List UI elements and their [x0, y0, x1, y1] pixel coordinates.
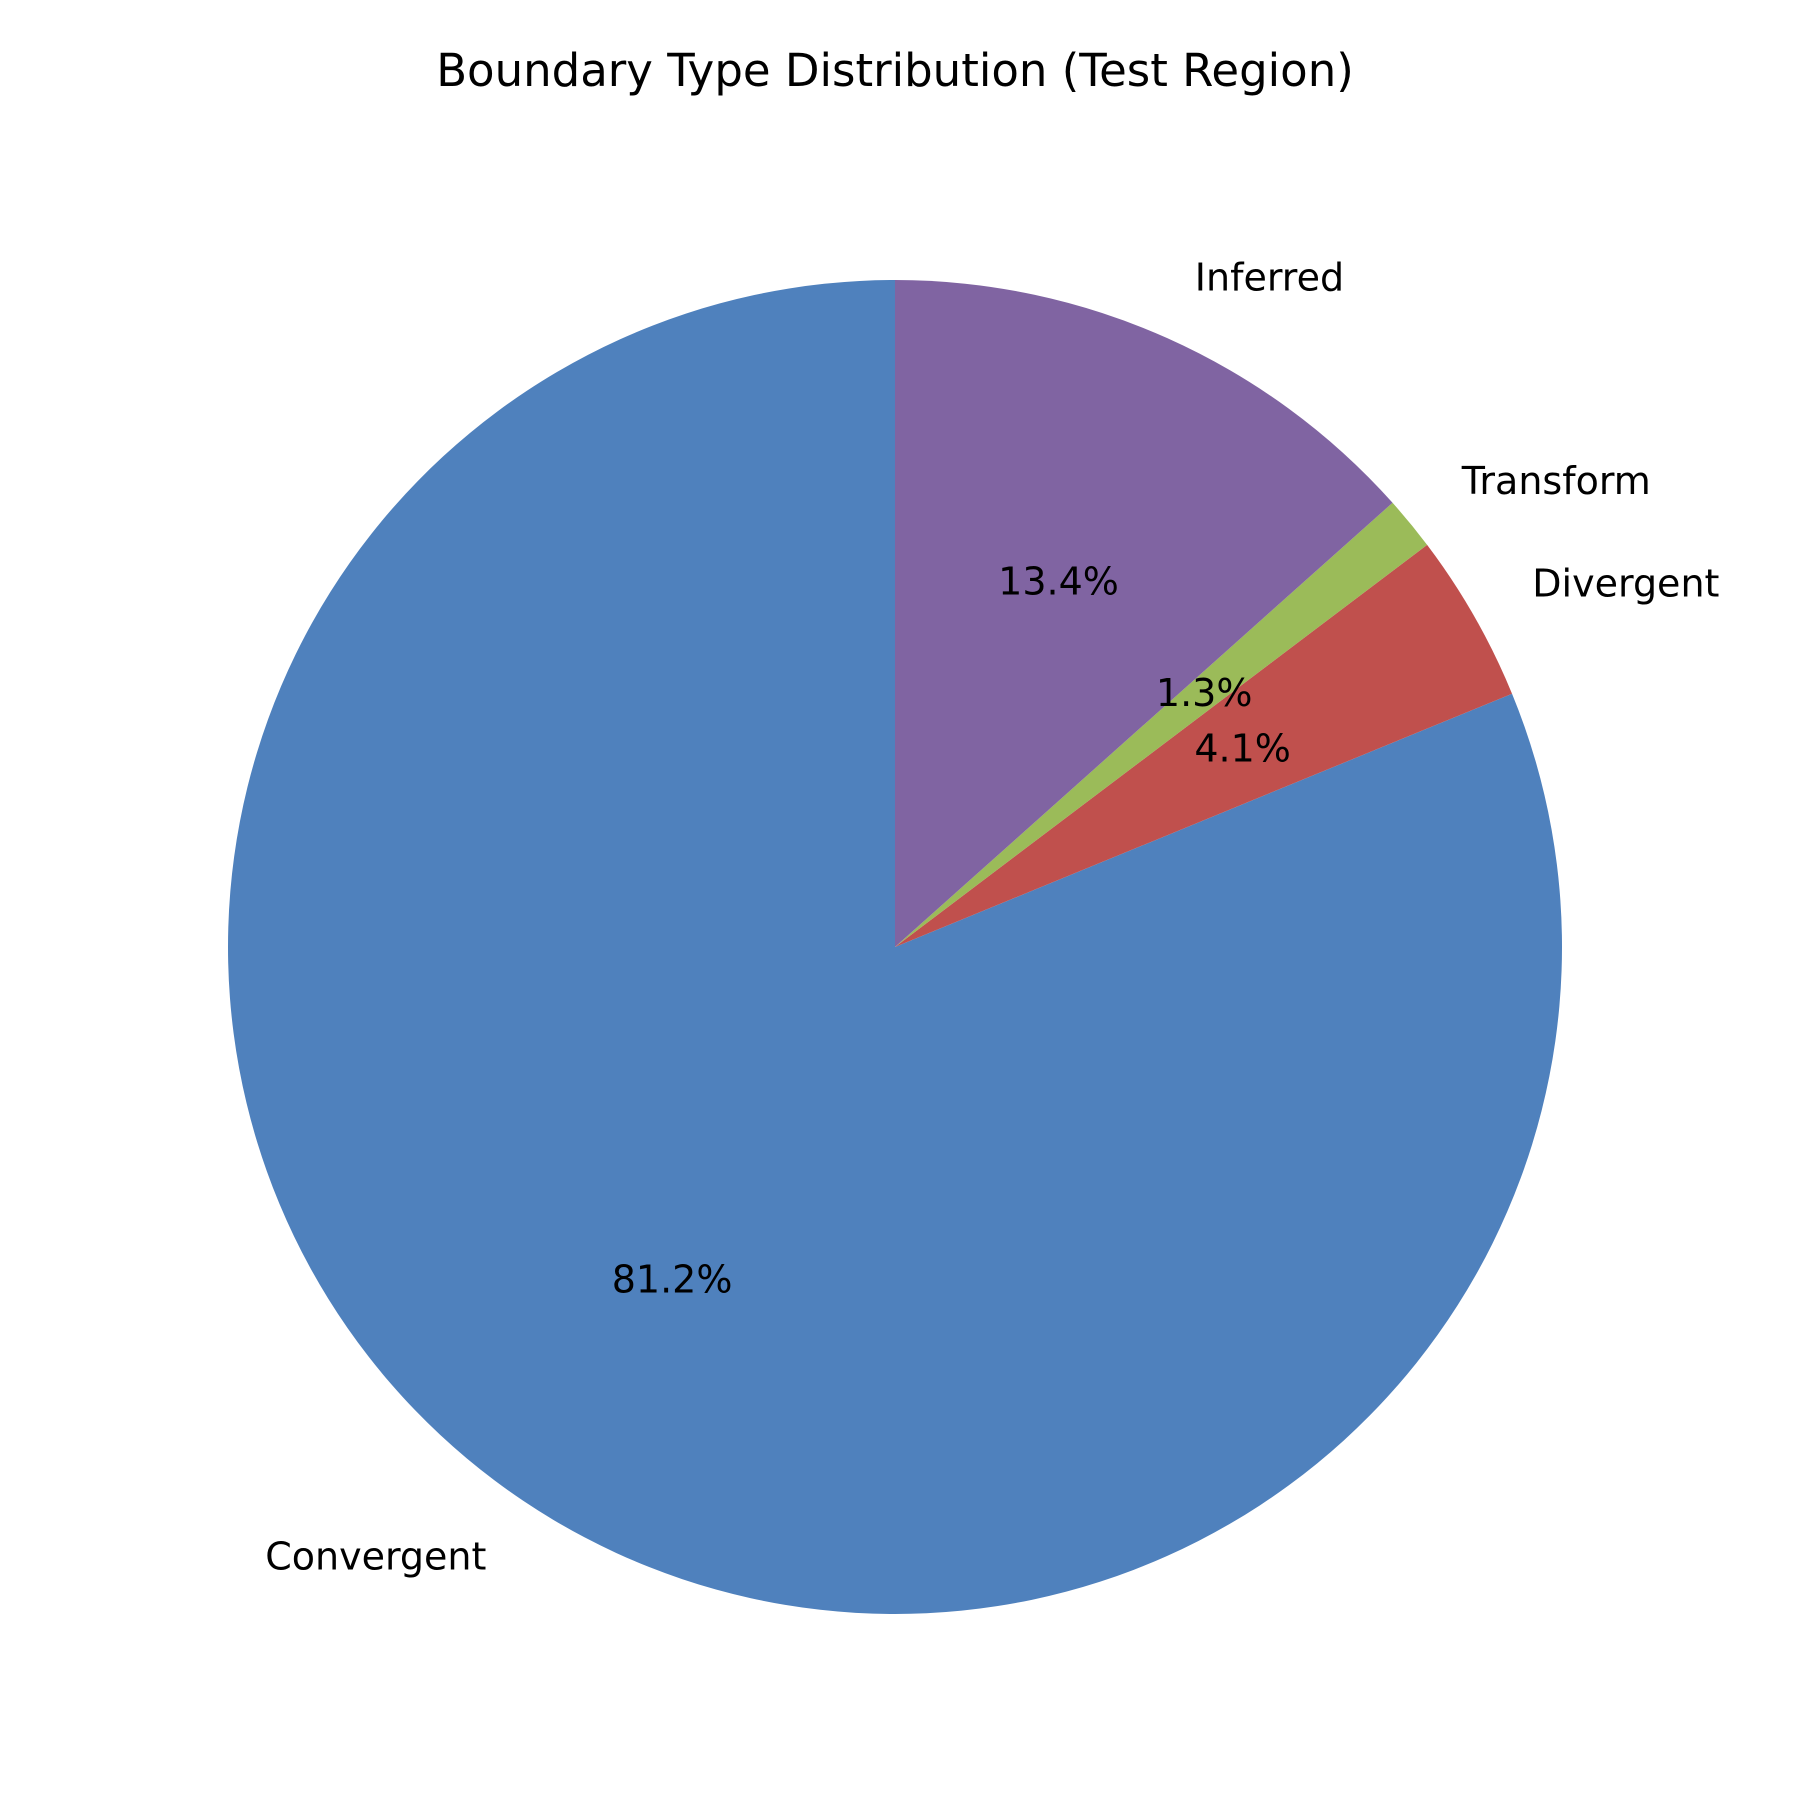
chart-title: Boundary Type Distribution (Test Region) — [436, 44, 1354, 97]
pie-slice-divergent — [895, 544, 1513, 947]
pie-slice-transform — [895, 502, 1428, 947]
slice-label-transform: Transform — [1461, 459, 1651, 503]
slice-label-divergent: Divergent — [1532, 562, 1719, 606]
pct-label-transform: 1.3% — [1156, 671, 1253, 715]
pct-label-convergent: 81.2% — [612, 1257, 733, 1301]
pct-label-divergent: 4.1% — [1194, 727, 1291, 771]
pct-label-inferred: 13.4% — [998, 560, 1119, 604]
slice-label-inferred: Inferred — [1195, 255, 1344, 299]
pie-slice-convergent — [228, 280, 1563, 1614]
pie-labels: Convergent 81.2% Divergent 4.1% Transform 1.3… — [265, 255, 1719, 1578]
slice-label-convergent: Convergent — [265, 1534, 486, 1578]
pie-slice-inferred — [895, 280, 1393, 947]
pie-slices — [228, 280, 1563, 1614]
